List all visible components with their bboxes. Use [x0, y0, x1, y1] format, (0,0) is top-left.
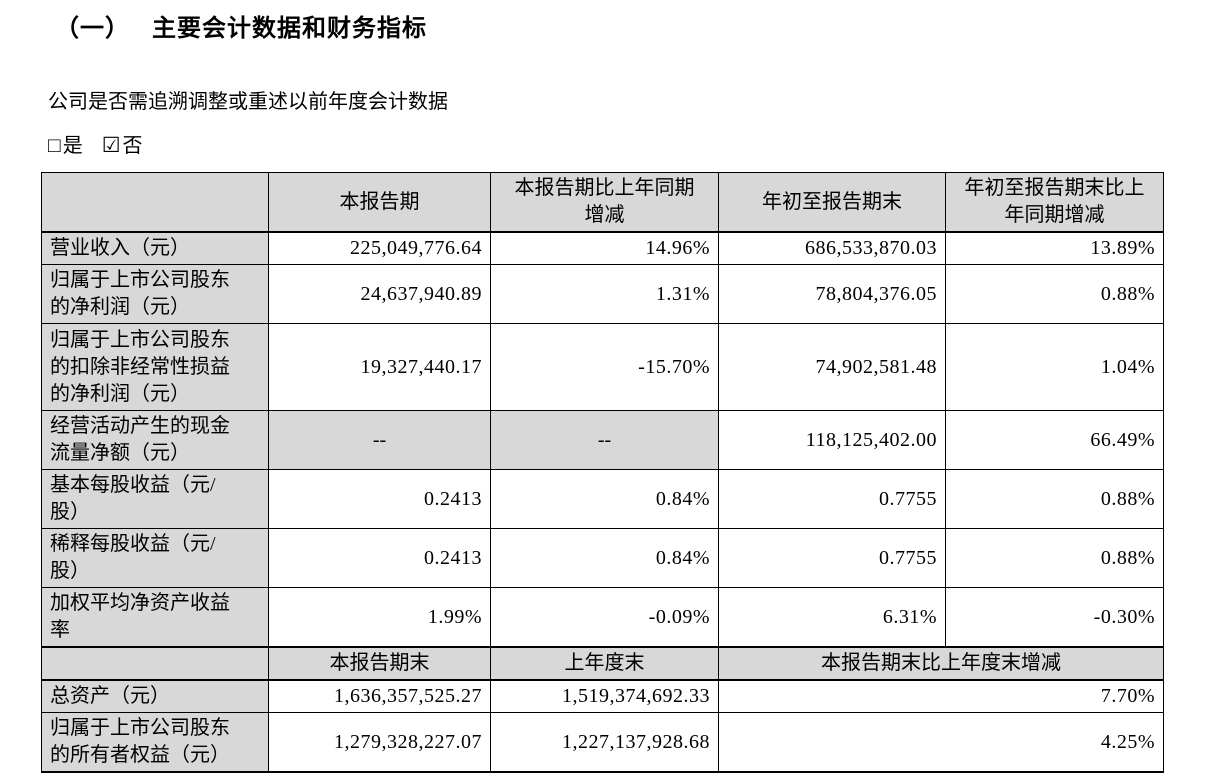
header-yoy-change: 本报告期比上年同期 增减: [490, 172, 719, 233]
weighted-roe-ytd-yoy: -0.30%: [945, 587, 1164, 648]
net-profit-excl-ytd-yoy: 1.04%: [945, 323, 1164, 411]
total-assets-period-end: 1,636,357,525.27: [268, 679, 491, 713]
cash-flow-current: --: [268, 410, 491, 470]
checkbox-checked-icon: ☑: [101, 133, 121, 157]
header2-blank: [41, 646, 269, 681]
basic-eps-ytd-yoy: 0.88%: [945, 469, 1164, 529]
header-row-2: 本报告期末 上年度末 本报告期末比上年度末增减: [41, 646, 1164, 681]
total-assets-change: 7.70%: [718, 679, 1164, 713]
equity-change: 4.25%: [718, 712, 1164, 773]
row-net-profit: 归属于上市公司股东 的净利润（元） 24,637,940.89 1.31% 78…: [41, 264, 1164, 324]
header-current-period: 本报告期: [268, 172, 491, 233]
equity-last-year-end: 1,227,137,928.68: [490, 712, 719, 773]
row-net-profit-excl-nonrecurring: 归属于上市公司股东 的扣除非经常性损益 的净利润（元） 19,327,440.1…: [41, 323, 1164, 411]
checkbox-yes-label: 是: [62, 135, 83, 157]
header-ytd-yoy-change: 年初至报告期末比上 年同期增减: [945, 172, 1164, 233]
weighted-roe-label: 加权平均净资产收益 率: [41, 587, 269, 648]
total-assets-label: 总资产（元）: [41, 679, 269, 713]
net-profit-label: 归属于上市公司股东 的净利润（元）: [41, 264, 269, 324]
operating-revenue-ytd: 686,533,870.03: [718, 231, 946, 265]
operating-revenue-ytd-yoy: 13.89%: [945, 231, 1164, 265]
cash-flow-label: 经营活动产生的现金 流量净额（元）: [41, 410, 269, 470]
net-profit-excl-yoy: -15.70%: [490, 323, 719, 411]
restatement-answer: □ 是 ☑ 否: [48, 129, 1205, 158]
operating-revenue-yoy: 14.96%: [490, 231, 719, 265]
section-title-text: 主要会计数据和财务指标: [152, 14, 427, 42]
diluted-eps-ytd: 0.7755: [718, 528, 946, 588]
net-profit-yoy: 1.31%: [490, 264, 719, 324]
restatement-question: 公司是否需追溯调整或重述以前年度会计数据: [48, 91, 448, 113]
row-operating-cash-flow: 经营活动产生的现金 流量净额（元） -- -- 118,125,402.00 6…: [41, 410, 1164, 470]
cash-flow-ytd: 118,125,402.00: [718, 410, 946, 470]
checkbox-yes: □ 是: [48, 133, 83, 157]
header-last-year-end: 上年度末: [490, 646, 719, 681]
operating-revenue-label: 营业收入（元）: [41, 231, 269, 265]
diluted-eps-current: 0.2413: [268, 528, 491, 588]
checkbox-unchecked-icon: □: [48, 133, 61, 157]
equity-period-end: 1,279,328,227.07: [268, 712, 491, 773]
operating-revenue-current: 225,049,776.64: [268, 231, 491, 265]
header-period-end: 本报告期末: [268, 646, 491, 681]
checkbox-no: ☑ 否: [101, 133, 143, 157]
weighted-roe-current: 1.99%: [268, 587, 491, 648]
net-profit-excl-ytd: 74,902,581.48: [718, 323, 946, 411]
section-number: （一）: [55, 14, 130, 42]
header-row-1: 本报告期 本报告期比上年同期 增减 年初至报告期末 年初至报告期末比上 年同期增…: [41, 172, 1164, 233]
diluted-eps-yoy: 0.84%: [490, 528, 719, 588]
cash-flow-ytd-yoy: 66.49%: [945, 410, 1164, 470]
header-change-vs-last-year-end: 本报告期末比上年度末增减: [718, 646, 1164, 681]
total-assets-last-year-end: 1,519,374,692.33: [490, 679, 719, 713]
basic-eps-label: 基本每股收益（元/ 股）: [41, 469, 269, 529]
basic-eps-ytd: 0.7755: [718, 469, 946, 529]
diluted-eps-ytd-yoy: 0.88%: [945, 528, 1164, 588]
row-equity: 归属于上市公司股东 的所有者权益（元） 1,279,328,227.07 1,2…: [41, 712, 1164, 773]
net-profit-ytd: 78,804,376.05: [718, 264, 946, 324]
weighted-roe-ytd: 6.31%: [718, 587, 946, 648]
basic-eps-current: 0.2413: [268, 469, 491, 529]
financial-indicators-table: 本报告期 本报告期比上年同期 增减 年初至报告期末 年初至报告期末比上 年同期增…: [41, 172, 1164, 773]
row-operating-revenue: 营业收入（元） 225,049,776.64 14.96% 686,533,87…: [41, 231, 1164, 265]
net-profit-current: 24,637,940.89: [268, 264, 491, 324]
net-profit-excl-current: 19,327,440.17: [268, 323, 491, 411]
row-basic-eps: 基本每股收益（元/ 股） 0.2413 0.84% 0.7755 0.88%: [41, 469, 1164, 529]
row-total-assets: 总资产（元） 1,636,357,525.27 1,519,374,692.33…: [41, 679, 1164, 713]
checkbox-no-label: 否: [122, 135, 143, 157]
cash-flow-yoy: --: [490, 410, 719, 470]
row-diluted-eps: 稀释每股收益（元/ 股） 0.2413 0.84% 0.7755 0.88%: [41, 528, 1164, 588]
equity-label: 归属于上市公司股东 的所有者权益（元）: [41, 712, 269, 773]
diluted-eps-label: 稀释每股收益（元/ 股）: [41, 528, 269, 588]
basic-eps-yoy: 0.84%: [490, 469, 719, 529]
header-ytd: 年初至报告期末: [718, 172, 946, 233]
row-weighted-avg-roe: 加权平均净资产收益 率 1.99% -0.09% 6.31% -0.30%: [41, 587, 1164, 648]
header-blank: [41, 172, 269, 233]
net-profit-ytd-yoy: 0.88%: [945, 264, 1164, 324]
weighted-roe-yoy: -0.09%: [490, 587, 719, 648]
page-title: （一） 主要会计数据和财务指标: [55, 8, 1205, 43]
net-profit-excl-label: 归属于上市公司股东 的扣除非经常性损益 的净利润（元）: [41, 323, 269, 411]
